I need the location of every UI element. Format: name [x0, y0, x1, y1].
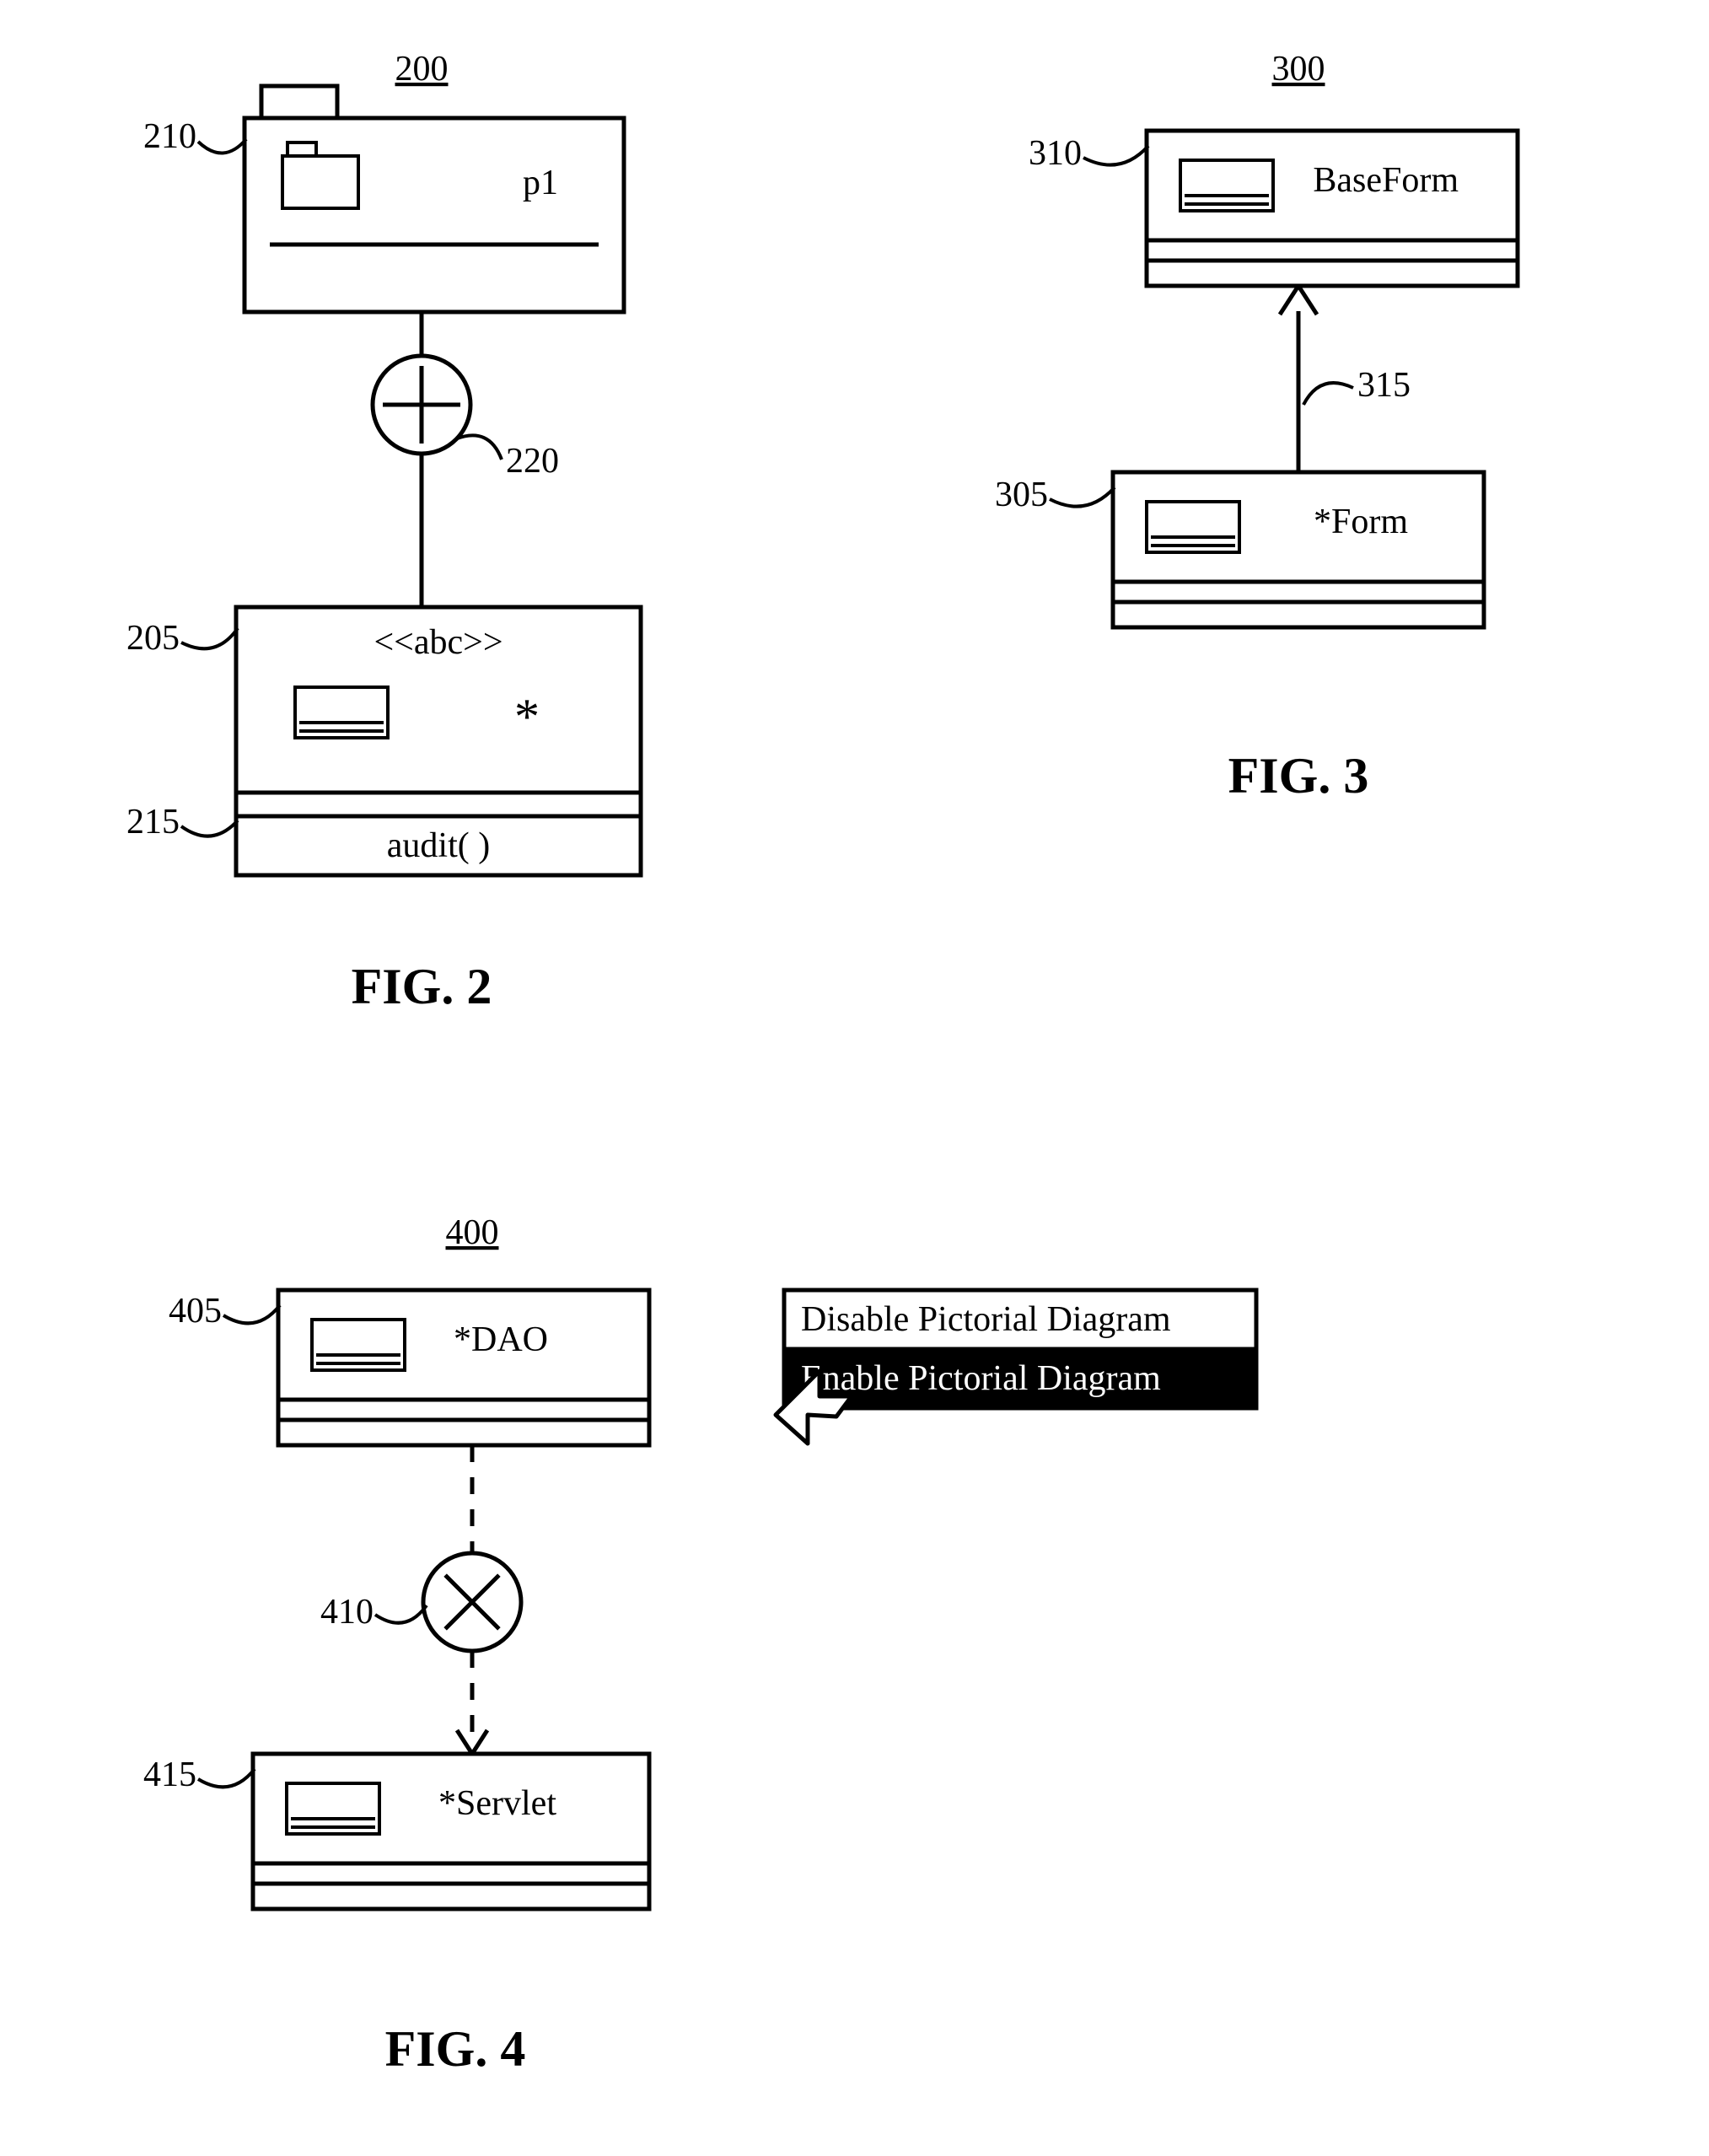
leader-310 — [1083, 146, 1148, 165]
form-mid — [1113, 582, 1484, 602]
ref-410: 410 — [320, 1593, 374, 1632]
servlet-mid — [253, 1863, 649, 1884]
servlet-bot — [253, 1884, 649, 1909]
leader-315 — [1303, 383, 1353, 405]
gen-arrow-head — [1280, 286, 1317, 315]
ref-210: 210 — [143, 117, 196, 156]
fig4-caption: FIG. 4 — [385, 2021, 526, 2077]
ref-415: 415 — [143, 1755, 196, 1794]
leader-205 — [181, 628, 238, 648]
leader-215 — [181, 820, 238, 836]
ref-305: 305 — [995, 476, 1048, 514]
fig3-number: 300 — [1272, 50, 1325, 89]
ref-315: 315 — [1357, 366, 1411, 405]
class-method: audit( ) — [387, 826, 490, 865]
dao-label: *DAO — [454, 1320, 548, 1359]
dep-arrow-head — [457, 1730, 487, 1754]
leader-410 — [375, 1605, 427, 1623]
ref-220: 220 — [506, 442, 559, 481]
baseform-mid — [1147, 240, 1518, 261]
class-box-mid — [236, 793, 641, 816]
fig2-caption: FIG. 2 — [352, 959, 492, 1014]
fig2-number: 200 — [395, 50, 449, 89]
class-star: * — [514, 689, 540, 745]
menu-item-disable-label: Disable Pictorial Diagram — [801, 1300, 1171, 1339]
leader-405 — [223, 1305, 280, 1323]
fig3-caption: FIG. 3 — [1228, 748, 1369, 804]
leader-220 — [456, 435, 502, 460]
ref-215: 215 — [126, 803, 180, 841]
ref-405: 405 — [169, 1292, 222, 1331]
menu-item-enable-label: Enable Pictorial Diagram — [801, 1359, 1161, 1398]
package-label: p1 — [523, 164, 558, 202]
fig4-number: 400 — [446, 1213, 499, 1252]
package-box — [245, 118, 624, 312]
ref-205: 205 — [126, 619, 180, 658]
ref-310: 310 — [1029, 134, 1082, 173]
servlet-label: *Servlet — [438, 1784, 556, 1823]
baseform-bot — [1147, 261, 1518, 286]
class-stereotype: <<abc>> — [374, 623, 502, 662]
form-top — [1113, 472, 1484, 582]
form-bot — [1113, 602, 1484, 627]
dao-mid — [278, 1400, 649, 1420]
leader-210 — [198, 139, 246, 153]
leader-305 — [1050, 487, 1115, 507]
package-tab — [261, 86, 337, 118]
dao-bot — [278, 1420, 649, 1445]
baseform-label: BaseForm — [1313, 161, 1459, 200]
form-label: *Form — [1314, 503, 1408, 541]
leader-415 — [198, 1769, 255, 1787]
